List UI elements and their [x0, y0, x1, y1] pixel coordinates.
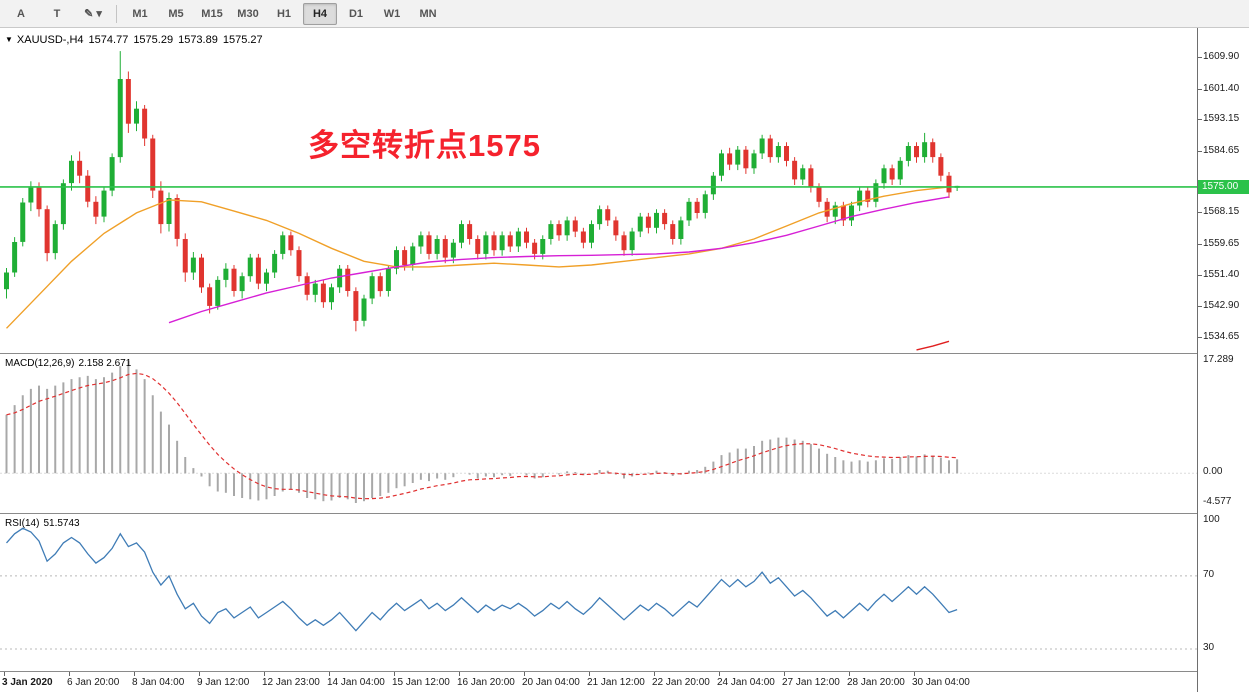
time-tick-mark — [524, 672, 525, 676]
time-axis-label: 21 Jan 12:00 — [587, 677, 645, 688]
time-axis-label: 28 Jan 20:00 — [847, 677, 905, 688]
chart-header: ▼ XAUUSD-,H4 1574.77 1575.29 1573.89 1575.27 — [5, 34, 268, 46]
toolbar: A T ✎ ▾ M1 M5 M15 M30 H1 H4 D1 W1 MN — [0, 0, 1249, 28]
time-axis-label: 8 Jan 04:00 — [132, 677, 185, 688]
time-tick-mark — [199, 672, 200, 676]
time-tick-mark — [394, 672, 395, 676]
rsi-axis-tick: 30 — [1203, 642, 1215, 653]
axis-tick-mark — [1198, 89, 1202, 90]
price-axis-tick: 1542.90 — [1203, 300, 1240, 311]
time-axis-label: 3 Jan 2020 — [2, 677, 53, 688]
time-axis-label: 6 Jan 20:00 — [67, 677, 120, 688]
price-axis-tick: 1568.15 — [1203, 206, 1240, 217]
macd-indicator-panel[interactable]: MACD(12,26,9) 2.158 2.671 — [0, 353, 1197, 513]
text-tool-button[interactable]: T — [53, 7, 61, 20]
price-axis-tick: 1551.40 — [1203, 269, 1240, 280]
time-tick-mark — [784, 672, 785, 676]
price-axis-tick: 1584.65 — [1203, 145, 1240, 156]
price-chart-panel[interactable]: ▼ XAUUSD-,H4 1574.77 1575.29 1573.89 1575.27 … — [0, 28, 1197, 353]
axis-tick-mark — [1198, 244, 1202, 245]
time-axis-label: 30 Jan 04:00 — [912, 677, 970, 688]
timeframe-button-mn[interactable]: MN — [419, 7, 437, 20]
price-axis-tick: 1593.15 — [1203, 113, 1240, 124]
macd-canvas — [0, 360, 1197, 503]
time-axis-label: 15 Jan 12:00 — [392, 677, 450, 688]
axis-tick-mark — [1198, 337, 1202, 338]
time-tick-mark — [264, 672, 265, 676]
price-axis-tick: 1559.65 — [1203, 238, 1240, 249]
cursor-tool-button[interactable]: A — [17, 7, 25, 20]
timeframe-button-m1[interactable]: M1 — [132, 7, 148, 20]
price-axis-tick: 1534.65 — [1203, 331, 1240, 342]
timeframe-button-group: M1 M5 M15 M30 H1 H4 D1 W1 MN — [122, 2, 446, 25]
price-axis-tick: 1601.40 — [1203, 83, 1240, 94]
price-axis-tick: 1609.90 — [1203, 51, 1240, 62]
time-axis-label: 22 Jan 20:00 — [652, 677, 710, 688]
ohlc-high: 1575.29 — [133, 34, 174, 46]
time-axis-label: 9 Jan 12:00 — [197, 677, 250, 688]
time-axis-label: 20 Jan 04:00 — [522, 677, 580, 688]
timeframe-button-h1[interactable]: H1 — [276, 7, 292, 20]
candlestick-canvas — [0, 51, 1197, 351]
macd-axis-tick: -4.577 — [1203, 496, 1232, 507]
time-axis-label: 24 Jan 04:00 — [717, 677, 775, 688]
toolbar-tools-group: A T ✎ ▾ — [3, 3, 111, 25]
ohlc-low: 1573.89 — [178, 34, 218, 46]
time-tick-mark — [4, 672, 5, 676]
timeframe-button-m30[interactable]: M30 — [237, 7, 259, 20]
axis-tick-mark — [1198, 275, 1202, 276]
time-axis-label: 27 Jan 12:00 — [782, 677, 840, 688]
timeframe-button-m5[interactable]: M5 — [168, 7, 184, 20]
axis-tick-mark — [1198, 119, 1202, 120]
drawing-tools-button[interactable]: ✎ ▾ — [84, 8, 102, 20]
macd-label: MACD(12,26,9) 2.158 2.671 — [5, 358, 131, 369]
rsi-label: RSI(14) 51.5743 — [5, 518, 80, 529]
time-tick-mark — [849, 672, 850, 676]
rsi-canvas — [0, 527, 1197, 650]
macd-values: 2.158 2.671 — [78, 358, 132, 369]
chart-annotation-text[interactable]: 多空转折点1575 — [308, 128, 541, 163]
time-tick-mark — [459, 672, 460, 676]
symbol-period-label: XAUUSD-,H4 — [16, 34, 84, 46]
ohlc-close: 1575.27 — [222, 34, 263, 46]
axis-tick-mark — [1198, 212, 1202, 213]
axis-tick-mark — [1198, 57, 1202, 58]
time-tick-mark — [134, 672, 135, 676]
macd-axis-tick: 0.00 — [1203, 466, 1223, 477]
symbol-dropdown-icon[interactable]: ▼ — [5, 35, 13, 44]
timeframe-button-d1[interactable]: D1 — [348, 7, 364, 20]
time-tick-mark — [914, 672, 915, 676]
axis-tick-mark — [1198, 151, 1202, 152]
rsi-axis-tick: 100 — [1203, 514, 1220, 525]
macd-axis-tick: 17.289 — [1203, 354, 1234, 365]
rsi-indicator-panel[interactable]: RSI(14) 51.5743 — [0, 513, 1197, 671]
rsi-axis-tick: 70 — [1203, 569, 1215, 580]
time-tick-mark — [654, 672, 655, 676]
time-tick-mark — [69, 672, 70, 676]
timeframe-button-m15[interactable]: M15 — [201, 7, 223, 20]
time-axis-label: 12 Jan 23:00 — [262, 677, 320, 688]
toolbar-separator — [116, 4, 117, 23]
price-axis[interactable]: 1609.90 1601.40 1593.15 1584.65 1568.15 1559.… — [1197, 28, 1249, 692]
time-axis-label: 16 Jan 20:00 — [457, 677, 515, 688]
macd-indicator-name: MACD(12,26,9) — [5, 358, 75, 369]
hline-price-badge: 1575.00 — [1198, 180, 1249, 194]
time-tick-mark — [329, 672, 330, 676]
axis-tick-mark — [1198, 306, 1202, 307]
ohlc-open: 1574.77 — [88, 34, 129, 46]
time-axis-label: 14 Jan 04:00 — [327, 677, 385, 688]
timeframe-button-w1[interactable]: W1 — [383, 7, 401, 20]
time-tick-mark — [589, 672, 590, 676]
rsi-indicator-name: RSI(14) — [5, 518, 40, 529]
rsi-value: 51.5743 — [43, 518, 80, 529]
time-axis[interactable]: 3 Jan 2020 6 Jan 20:00 8 Jan 04:00 9 Jan 12… — [0, 671, 1197, 692]
timeframe-button-h4[interactable]: H4 — [303, 2, 337, 25]
time-tick-mark — [719, 672, 720, 676]
